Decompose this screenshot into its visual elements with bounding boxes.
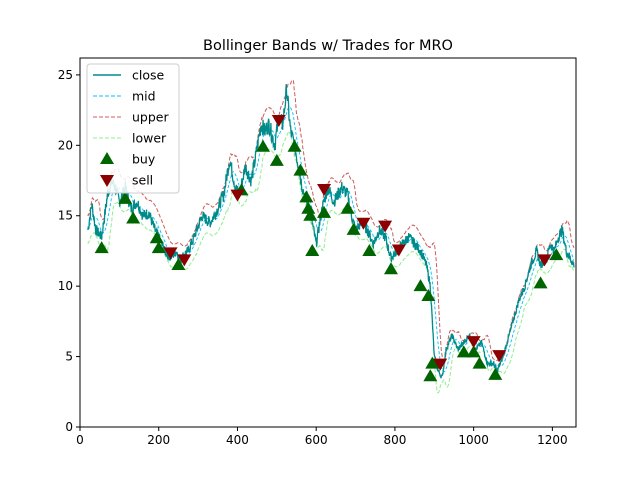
buy-marker bbox=[346, 222, 361, 235]
sell-marker bbox=[230, 189, 245, 202]
buy-marker bbox=[549, 248, 564, 261]
sell-marker bbox=[317, 183, 332, 196]
buy-marker bbox=[472, 356, 487, 369]
y-tick-label: 15 bbox=[58, 209, 73, 223]
buy-marker bbox=[425, 356, 440, 369]
legend-item-close: close bbox=[93, 68, 165, 83]
buy-marker bbox=[340, 201, 355, 214]
buy-marker bbox=[533, 276, 548, 289]
plot-area bbox=[87, 79, 575, 394]
sell-marker bbox=[492, 350, 507, 363]
buy-marker bbox=[94, 241, 109, 254]
buy-marker bbox=[171, 258, 186, 271]
buy-marker bbox=[421, 289, 436, 302]
sell-marker bbox=[177, 254, 192, 267]
chart-title: Bollinger Bands w/ Trades for MRO bbox=[203, 38, 453, 54]
buy-marker bbox=[456, 345, 471, 358]
legend-item-lower: lower bbox=[93, 131, 167, 146]
series-line-close bbox=[87, 84, 575, 379]
buy-marker bbox=[256, 139, 271, 152]
buy-marker bbox=[151, 241, 166, 254]
axes: 0 200 400 600 800 1000 1200 0 5 10 15 20 25 bbox=[58, 57, 577, 447]
y-tick-label: 0 bbox=[65, 420, 73, 434]
legend-item-mid: mid bbox=[93, 89, 156, 104]
legend: close mid upper lower buy sell bbox=[86, 63, 180, 194]
buy-marker bbox=[413, 279, 428, 292]
buy-marker bbox=[305, 243, 320, 256]
sell-marker bbox=[537, 254, 552, 267]
buy-marker bbox=[423, 369, 438, 382]
series-line-upper bbox=[87, 79, 575, 365]
sell-marker bbox=[378, 220, 393, 233]
x-tick-label: 0 bbox=[76, 433, 84, 447]
legend-item-buy: buy bbox=[100, 152, 156, 167]
buy-marker bbox=[301, 201, 316, 214]
y-tick-label: 20 bbox=[58, 138, 73, 152]
x-tick-label: 200 bbox=[147, 433, 170, 447]
legend-label: lower bbox=[132, 131, 167, 146]
x-tick-label: 1000 bbox=[458, 433, 489, 447]
series-group bbox=[87, 79, 575, 394]
y-tick-label: 25 bbox=[58, 68, 73, 82]
legend-label: mid bbox=[132, 89, 156, 104]
legend-swatch bbox=[100, 152, 114, 164]
buy-marker bbox=[317, 205, 332, 218]
x-tick-label: 400 bbox=[226, 433, 249, 447]
legend-item-sell: sell bbox=[100, 173, 153, 188]
legend-label: sell bbox=[132, 173, 153, 188]
buy-marker bbox=[126, 211, 141, 224]
buy-marker bbox=[362, 243, 377, 256]
buy-marker bbox=[488, 367, 503, 380]
buy-marker bbox=[149, 231, 164, 244]
buy-marker bbox=[118, 191, 133, 204]
legend-label: buy bbox=[132, 152, 156, 167]
buy-marker bbox=[293, 163, 308, 176]
legend-swatch bbox=[100, 175, 114, 187]
x-tick-label: 600 bbox=[305, 433, 328, 447]
y-tick-label: 5 bbox=[65, 350, 73, 364]
sell-marker bbox=[391, 244, 406, 257]
sell-marker bbox=[356, 217, 371, 230]
x-tick-label: 800 bbox=[383, 433, 406, 447]
buy-marker bbox=[287, 139, 302, 152]
sell-marker bbox=[466, 336, 481, 349]
axes-frame bbox=[79, 57, 577, 428]
legend-label: upper bbox=[132, 110, 169, 125]
sell-marker bbox=[163, 247, 178, 260]
y-tick-label: 10 bbox=[58, 279, 73, 293]
legend-label: close bbox=[132, 68, 165, 83]
buy-marker bbox=[303, 208, 318, 221]
legend-item-upper: upper bbox=[93, 110, 169, 125]
buy-marker bbox=[383, 262, 398, 275]
sell-marker bbox=[433, 358, 448, 371]
buy-marker bbox=[269, 153, 284, 166]
buy-marker bbox=[299, 190, 314, 203]
series-line-lower bbox=[87, 130, 575, 394]
sell-marker bbox=[271, 114, 286, 127]
x-tick-label: 1200 bbox=[537, 433, 568, 447]
buy-marker bbox=[466, 345, 481, 358]
